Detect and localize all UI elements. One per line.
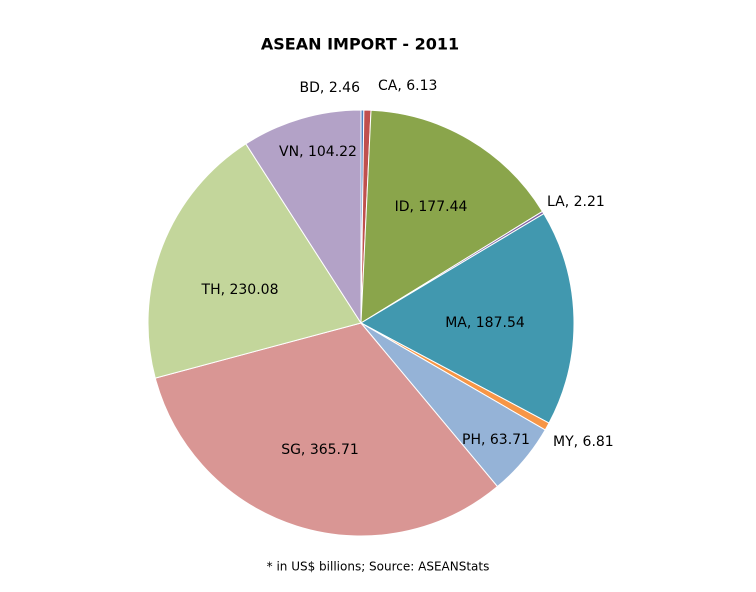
data-label: SG, 365.71 <box>281 442 359 458</box>
data-label: BD, 2.46 <box>300 80 361 96</box>
data-label: PH, 63.71 <box>462 432 530 448</box>
data-label: MA, 187.54 <box>445 315 525 331</box>
pie-slice <box>359 212 575 424</box>
pie-slice <box>360 109 544 324</box>
data-label: VN, 104.22 <box>279 144 357 160</box>
pie-slice <box>245 109 362 325</box>
chart-title: ASEAN IMPORT - 2011 <box>261 35 459 54</box>
pie-slice <box>147 143 362 379</box>
footnote: * in US$ billions; Source: ASEANStats <box>267 560 490 574</box>
data-label: ID, 177.44 <box>395 199 468 215</box>
data-label: TH, 230.08 <box>201 282 279 298</box>
data-label: CA, 6.13 <box>378 78 437 94</box>
pie-slice <box>154 322 499 537</box>
data-label: LA, 2.21 <box>547 194 605 210</box>
data-label: MY, 6.81 <box>553 434 614 450</box>
